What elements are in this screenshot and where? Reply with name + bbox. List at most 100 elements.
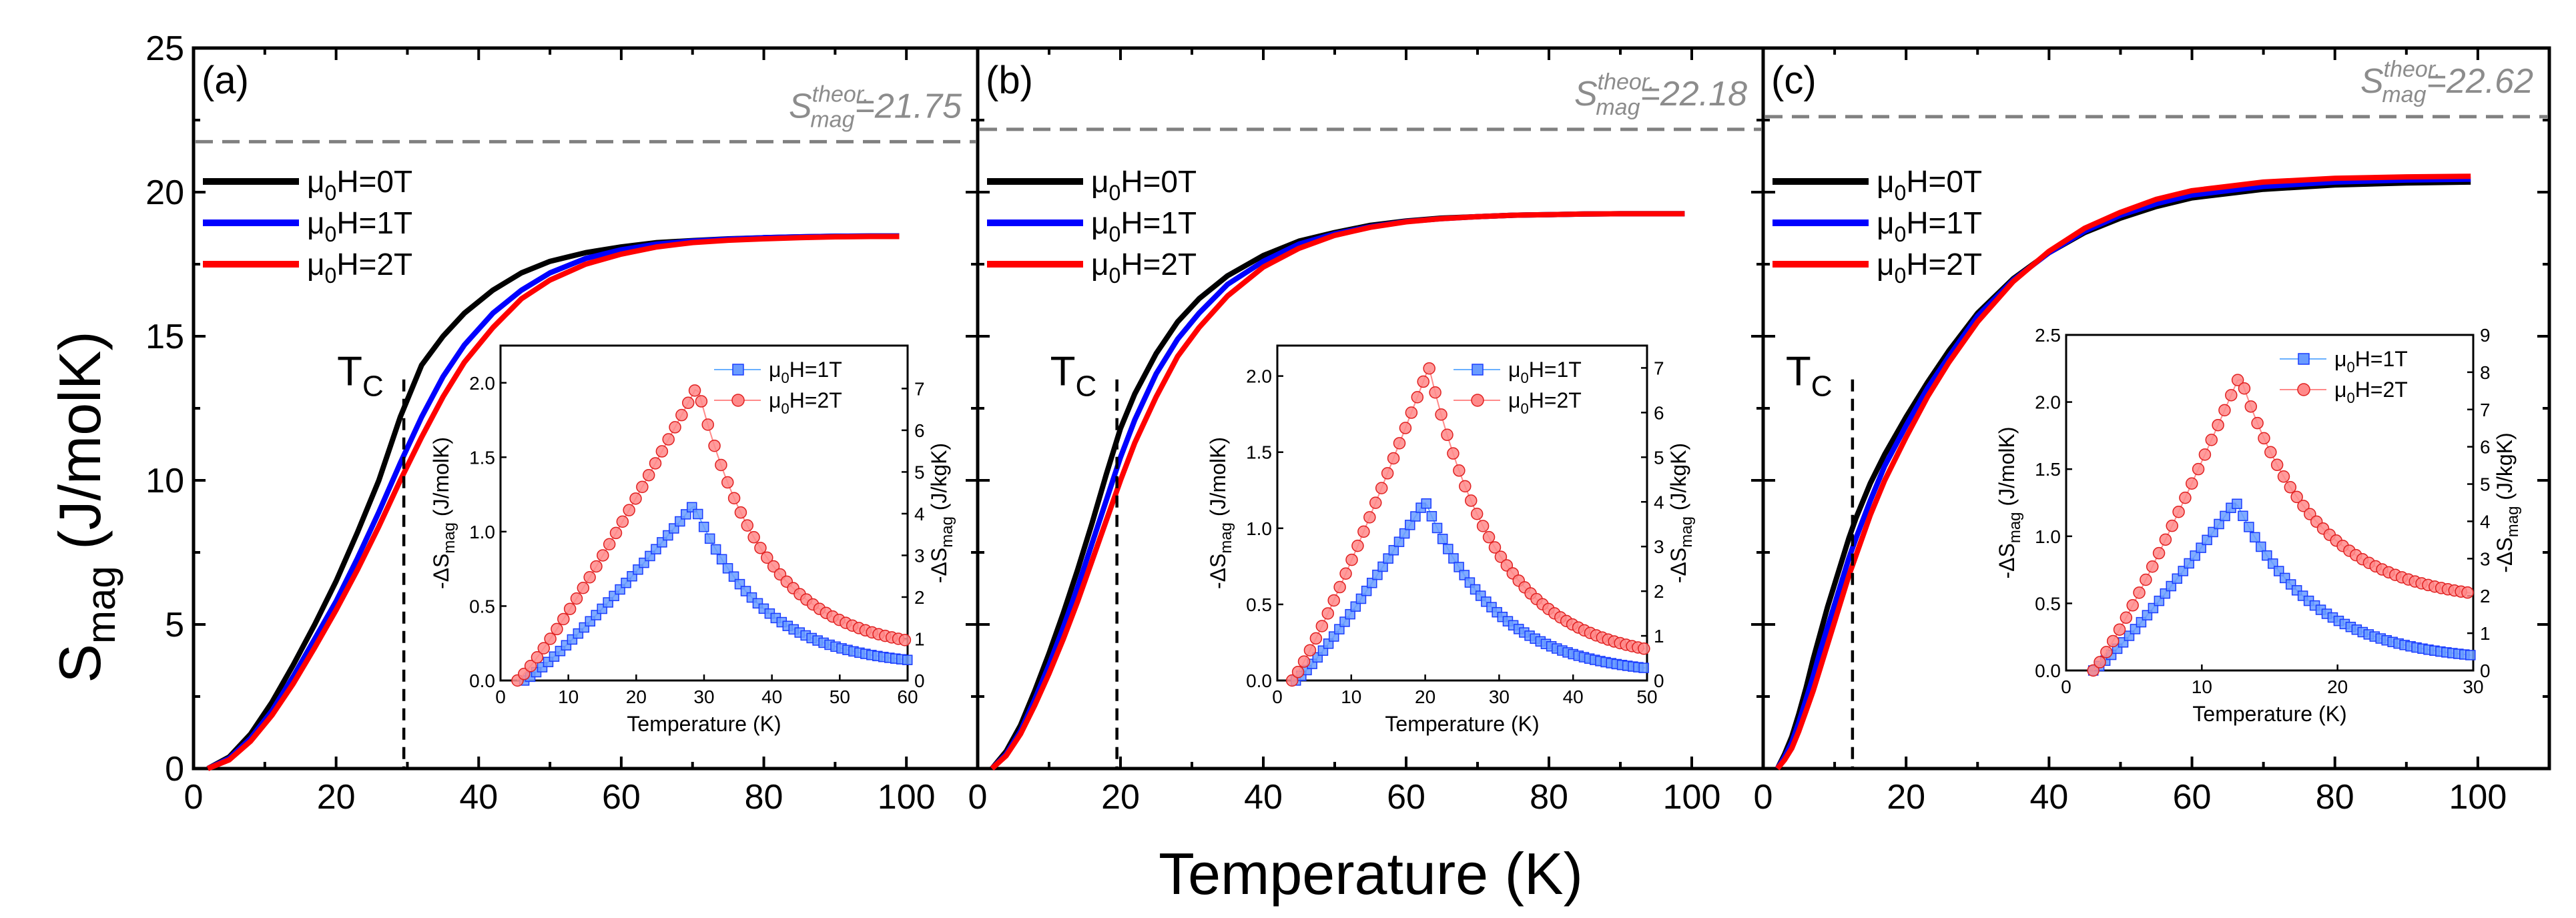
x-tick-label: 60	[1387, 778, 1425, 817]
inset-marker-circle	[2140, 573, 2152, 586]
legend-label: μ0H=1T	[307, 205, 412, 246]
inset-marker-circle	[2244, 400, 2258, 413]
inset-marker-circle	[2258, 432, 2270, 445]
inset-y2-tick-label: 0	[1654, 670, 1664, 691]
inset-x-tick-label: 0	[2061, 676, 2071, 697]
inset-marker-circle	[2159, 533, 2172, 546]
inset-marker-circle	[1315, 620, 1329, 632]
inset-x-tick-label: 30	[693, 686, 714, 707]
inset-y2-tick-label: 9	[2480, 325, 2491, 346]
inset-x-tick-label: 20	[626, 686, 647, 707]
inset-marker-circle	[1494, 550, 1508, 563]
inset-marker-circle	[1429, 386, 1441, 399]
inset-marker-circle	[649, 457, 662, 470]
inset-y2-tick-label: 4	[2480, 511, 2491, 532]
inset-marker-circle	[2277, 470, 2290, 483]
inset-marker-square	[692, 508, 703, 520]
inset-marker-circle	[1357, 525, 1370, 538]
panel-label: (b)	[986, 59, 1033, 102]
inset-marker-circle	[570, 592, 583, 605]
y-axis-title: Smag (J/molK)	[47, 331, 123, 682]
inset-marker-square	[710, 544, 721, 555]
inset-marker-circle	[609, 526, 623, 540]
inset: 0 10 20 30 40 50 0.0 0.5 1.0 1.5 2.0 0 1 2 3 4 5 6 7 Temper…	[1206, 344, 1696, 736]
inset-marker-circle	[1339, 567, 1352, 580]
inset-marker-circle	[524, 659, 537, 672]
inset-marker-circle	[2238, 382, 2251, 395]
inset-x-axis-title: Temperature (K)	[2192, 702, 2346, 726]
inset-y-axis-title: -ΔSmag (J/molK)	[1995, 426, 2024, 578]
inset-marker-circle	[2212, 418, 2224, 432]
inset-marker-square	[2465, 650, 2476, 660]
inset-marker-square	[1377, 561, 1388, 572]
series-line-2	[990, 211, 1685, 771]
x-tick-label: 80	[745, 778, 783, 817]
inset-marker-circle	[2284, 481, 2297, 494]
inset-marker-square	[1448, 553, 1459, 564]
inset-y2-tick-label: 5	[2480, 474, 2491, 495]
inset-marker-circle	[767, 560, 780, 573]
inset-marker-circle	[1482, 530, 1496, 544]
x-tick-label: 40	[2029, 778, 2068, 817]
inset-marker-square	[698, 521, 709, 532]
inset-y2-axis-title: -ΔSmag (J/kgK)	[1666, 443, 1696, 583]
legend-label: μ0H=0T	[1877, 164, 1982, 205]
inset-marker-circle	[1470, 508, 1484, 520]
inset-marker-circle	[583, 570, 596, 584]
inset-y-tick-label: 2.0	[469, 373, 495, 394]
inset-marker-square	[1355, 593, 1367, 604]
inset-y2-tick-label: 3	[2480, 548, 2491, 569]
inset-legend-label: μ0H=1T	[1508, 358, 1582, 386]
inset-y-tick-label: 0.0	[2035, 660, 2061, 681]
x-tick-label: 0	[1754, 778, 1773, 817]
inset-marker-circle	[1417, 375, 1429, 388]
inset-marker-circle	[1291, 665, 1305, 678]
tc-label: TC	[337, 348, 384, 402]
inset-marker-square	[2208, 526, 2218, 538]
inset-y2-tick-label: 1	[914, 628, 925, 649]
inset-marker-circle	[551, 622, 563, 636]
inset-marker-circle	[754, 542, 767, 554]
inset-marker-circle	[1333, 580, 1346, 594]
x-tick-label: 0	[184, 778, 204, 817]
inset-legend-marker	[2297, 383, 2310, 396]
inset-marker-circle	[544, 632, 557, 645]
inset-legend-label: μ0H=1T	[2334, 347, 2408, 376]
inset-marker-circle	[2192, 462, 2205, 476]
inset-marker-circle	[1321, 607, 1335, 620]
theory-label: Stheor. mag=21.75	[789, 81, 962, 132]
inset: 0 10 20 30 40 50 60 0.0 0.5 1.0 1.5 2.0 0 1 2 3 4 5 6 7 Temp…	[429, 344, 956, 736]
inset-marker-circle	[741, 519, 754, 532]
inset-marker-circle	[1447, 447, 1460, 460]
inset-marker-square	[1399, 528, 1410, 539]
y-tick-label: 25	[145, 29, 184, 68]
x-tick-label: 20	[317, 778, 356, 817]
inset-y2-tick-label: 2	[1654, 581, 1664, 602]
inset-marker-circle	[1345, 553, 1358, 566]
inset-marker-square	[1345, 608, 1355, 620]
inset-marker-square	[1443, 544, 1454, 554]
inset-y-axis-title: -ΔSmag (J/molK)	[1206, 437, 1235, 589]
inset-marker-circle	[2264, 446, 2277, 458]
inset-x-tick-label: 50	[1636, 686, 1657, 707]
y-tick-label: 0	[165, 750, 184, 789]
inset-legend-label: μ0H=2T	[1508, 388, 1582, 417]
x-tick-label: 40	[1244, 778, 1283, 817]
legend-label: μ0H=0T	[1091, 164, 1197, 205]
legend-label: μ0H=2T	[1877, 247, 1982, 288]
inset-frame	[2065, 334, 2475, 672]
inset-marker-circle	[603, 538, 616, 551]
inset-marker-square	[2202, 534, 2212, 546]
y-tick-label: 5	[165, 606, 184, 644]
inset-marker-circle	[636, 480, 649, 494]
inset-x-tick-label: 60	[897, 686, 918, 707]
inset-marker-square	[2220, 510, 2230, 522]
inset-marker-square	[2262, 550, 2272, 561]
inset-y2-tick-label: 4	[914, 504, 925, 524]
inset-legend-label: μ0H=2T	[2334, 378, 2408, 406]
x-tick-label: 80	[1530, 778, 1568, 817]
inset-marker-circle	[629, 492, 642, 505]
inset-y2-tick-label: 0	[2480, 660, 2491, 681]
inset-x-tick-label: 40	[761, 686, 782, 707]
